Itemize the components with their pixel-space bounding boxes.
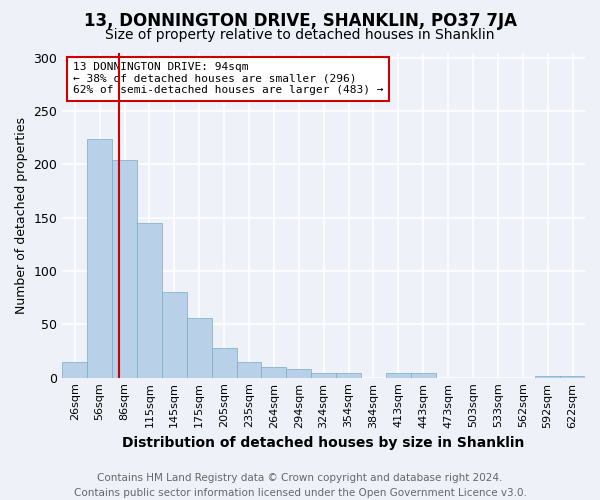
Bar <box>87 139 112 378</box>
Bar <box>336 374 361 378</box>
Text: 13 DONNINGTON DRIVE: 94sqm
← 38% of detached houses are smaller (296)
62% of sem: 13 DONNINGTON DRIVE: 94sqm ← 38% of deta… <box>73 62 383 96</box>
Text: Contains HM Land Registry data © Crown copyright and database right 2024.
Contai: Contains HM Land Registry data © Crown c… <box>74 472 526 498</box>
Bar <box>286 369 311 378</box>
Bar <box>262 367 286 378</box>
Bar <box>112 160 137 378</box>
Bar <box>311 374 336 378</box>
Y-axis label: Number of detached properties: Number of detached properties <box>15 116 28 314</box>
Bar <box>386 374 411 378</box>
Bar <box>212 348 236 378</box>
Bar <box>137 223 162 378</box>
Bar <box>187 318 212 378</box>
X-axis label: Distribution of detached houses by size in Shanklin: Distribution of detached houses by size … <box>122 436 525 450</box>
Text: 13, DONNINGTON DRIVE, SHANKLIN, PO37 7JA: 13, DONNINGTON DRIVE, SHANKLIN, PO37 7JA <box>83 12 517 30</box>
Bar <box>535 376 560 378</box>
Bar <box>236 362 262 378</box>
Bar <box>62 362 87 378</box>
Bar <box>162 292 187 378</box>
Bar <box>560 376 585 378</box>
Bar <box>411 374 436 378</box>
Text: Size of property relative to detached houses in Shanklin: Size of property relative to detached ho… <box>105 28 495 42</box>
